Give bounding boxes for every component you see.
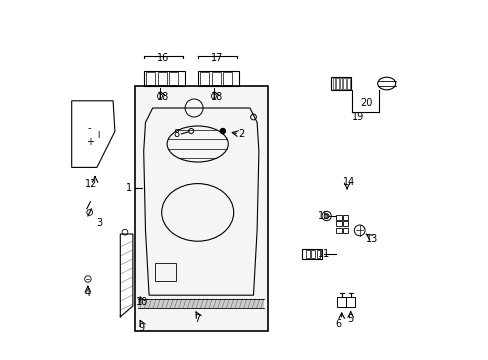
Text: 4: 4 xyxy=(84,288,91,298)
Bar xyxy=(154,263,176,281)
Text: -: - xyxy=(88,123,91,133)
Bar xyxy=(346,78,349,89)
Circle shape xyxy=(220,129,225,134)
Bar xyxy=(302,249,321,259)
Text: 19: 19 xyxy=(351,112,363,122)
Text: 10: 10 xyxy=(136,297,148,307)
Bar xyxy=(336,215,341,220)
Text: 13: 13 xyxy=(366,234,378,244)
Bar xyxy=(343,78,346,89)
Bar xyxy=(332,78,335,89)
Text: 12: 12 xyxy=(85,179,98,189)
Bar xyxy=(342,215,347,220)
Text: 5: 5 xyxy=(347,314,353,324)
Bar xyxy=(211,72,220,85)
Bar xyxy=(316,250,319,258)
Text: 17: 17 xyxy=(211,53,223,63)
Text: 20: 20 xyxy=(360,98,372,108)
Bar xyxy=(346,297,354,307)
Bar xyxy=(337,297,346,307)
Text: 6: 6 xyxy=(335,319,341,329)
Circle shape xyxy=(324,213,328,219)
Bar xyxy=(342,228,347,233)
Bar xyxy=(336,228,341,233)
Text: 8: 8 xyxy=(173,129,179,139)
Bar xyxy=(306,250,309,258)
Text: 15: 15 xyxy=(317,211,329,221)
Bar xyxy=(330,77,350,90)
Bar xyxy=(146,72,155,85)
Text: 1: 1 xyxy=(126,183,132,193)
Bar xyxy=(311,250,314,258)
Bar xyxy=(336,78,338,89)
Bar xyxy=(143,71,185,86)
Text: 14: 14 xyxy=(342,177,354,187)
Bar xyxy=(342,221,347,226)
Bar xyxy=(223,72,232,85)
Bar xyxy=(169,72,178,85)
Text: l: l xyxy=(97,131,100,140)
Bar xyxy=(197,71,239,86)
Text: 3: 3 xyxy=(96,218,102,228)
Polygon shape xyxy=(134,86,267,331)
Text: 16: 16 xyxy=(157,53,169,63)
Text: 2: 2 xyxy=(237,129,244,139)
Bar xyxy=(158,72,166,85)
Text: 18: 18 xyxy=(157,92,169,102)
Text: 7: 7 xyxy=(194,314,201,324)
Text: 9: 9 xyxy=(139,323,144,333)
Bar xyxy=(336,221,341,226)
Text: 11: 11 xyxy=(317,249,329,259)
Bar xyxy=(339,78,342,89)
Text: 18: 18 xyxy=(211,92,223,102)
Bar xyxy=(200,72,209,85)
Text: +: + xyxy=(85,137,94,147)
